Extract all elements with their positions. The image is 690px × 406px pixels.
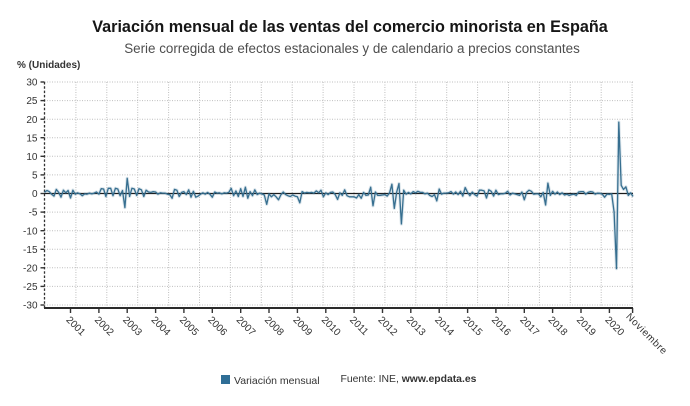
svg-text:2020: 2020 xyxy=(602,315,626,339)
svg-text:2014: 2014 xyxy=(432,315,456,339)
svg-text:2004: 2004 xyxy=(149,315,173,339)
svg-text:2015: 2015 xyxy=(461,315,485,339)
svg-text:2012: 2012 xyxy=(376,315,400,339)
svg-text:30: 30 xyxy=(26,78,38,89)
svg-text:2019: 2019 xyxy=(574,315,598,339)
svg-text:2007: 2007 xyxy=(234,315,258,339)
svg-text:25: 25 xyxy=(26,96,38,107)
svg-text:Noviembre: Noviembre xyxy=(623,311,669,357)
svg-text:2009: 2009 xyxy=(290,315,314,339)
svg-text:2018: 2018 xyxy=(546,315,570,339)
svg-text:-20: -20 xyxy=(23,263,38,274)
svg-text:2006: 2006 xyxy=(205,315,229,339)
svg-text:-15: -15 xyxy=(23,245,38,256)
svg-text:2005: 2005 xyxy=(177,315,201,339)
svg-text:2011: 2011 xyxy=(347,315,370,338)
svg-text:2002: 2002 xyxy=(92,315,116,339)
svg-text:15: 15 xyxy=(26,133,38,144)
svg-text:5: 5 xyxy=(32,171,38,182)
svg-text:2010: 2010 xyxy=(319,315,343,339)
svg-text:2016: 2016 xyxy=(489,315,513,339)
svg-text:-30: -30 xyxy=(23,301,38,312)
svg-text:-25: -25 xyxy=(23,282,38,293)
svg-text:-5: -5 xyxy=(29,208,38,219)
svg-text:0: 0 xyxy=(32,189,38,200)
svg-text:2008: 2008 xyxy=(262,315,286,339)
svg-text:2013: 2013 xyxy=(404,315,428,339)
svg-text:2001: 2001 xyxy=(64,315,88,339)
svg-text:2003: 2003 xyxy=(120,315,144,339)
svg-text:-10: -10 xyxy=(23,226,38,237)
svg-text:2017: 2017 xyxy=(517,315,541,339)
svg-text:10: 10 xyxy=(26,152,38,163)
svg-text:20: 20 xyxy=(26,115,38,126)
